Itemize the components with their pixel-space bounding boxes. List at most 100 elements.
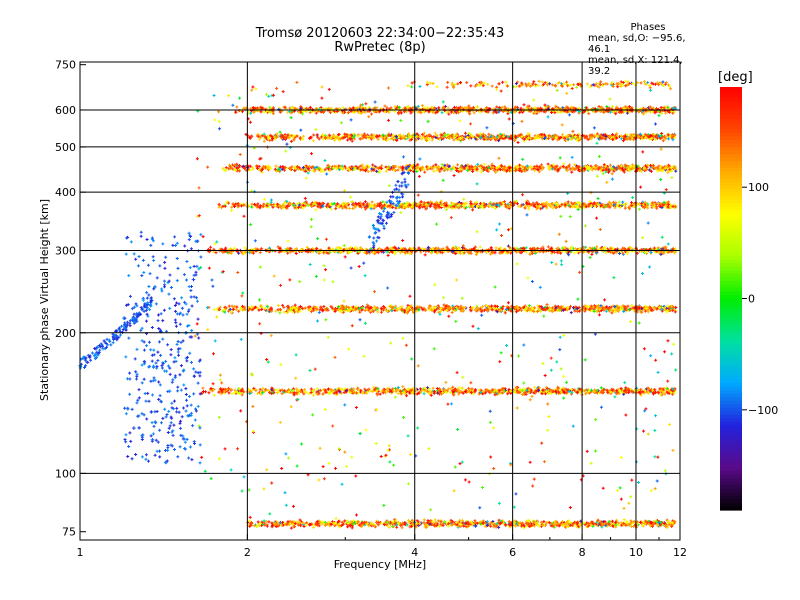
colorbar-band xyxy=(720,164,742,169)
echo-point xyxy=(349,520,353,524)
colorbar-band xyxy=(720,418,742,423)
echo-point xyxy=(329,207,333,211)
echo-point xyxy=(256,520,260,524)
echo-point xyxy=(539,247,543,251)
echo-point xyxy=(304,523,308,527)
echo-point xyxy=(567,519,571,523)
colorbar-band xyxy=(720,323,742,328)
colorbar-band xyxy=(720,115,742,120)
colorbar-band xyxy=(720,460,742,465)
echo-point xyxy=(621,200,625,204)
echo-point xyxy=(532,520,536,524)
colorbar-band xyxy=(720,450,742,455)
colorbar-band xyxy=(720,344,742,349)
echo-point xyxy=(301,521,305,525)
echo-point xyxy=(573,251,577,255)
colorbar-band xyxy=(720,136,742,141)
colorbar-band xyxy=(720,161,742,166)
echo-point xyxy=(387,525,391,529)
colorbar-band xyxy=(720,312,742,317)
echo-point xyxy=(209,245,213,249)
echo-point xyxy=(541,245,545,249)
colorbar-band xyxy=(720,495,742,501)
echo-point xyxy=(401,385,405,389)
colorbar-band xyxy=(720,224,742,229)
colorbar-band xyxy=(720,294,742,300)
echo-point xyxy=(327,520,331,524)
colorbar-band xyxy=(720,125,742,130)
colorbar-band xyxy=(720,351,742,356)
colorbar-band xyxy=(720,210,742,215)
echo-point xyxy=(212,393,216,397)
echo-point xyxy=(433,518,437,522)
echo-point xyxy=(370,200,374,204)
colorbar-band xyxy=(720,238,742,243)
echo-point xyxy=(494,246,498,250)
colorbar-band xyxy=(720,506,742,511)
echo-point xyxy=(261,386,265,390)
echo-point xyxy=(424,308,428,312)
echo-point xyxy=(473,519,477,523)
colorbar-band xyxy=(720,143,742,148)
colorbar-band xyxy=(720,411,742,416)
echo-point xyxy=(350,200,354,204)
echo-point xyxy=(665,526,669,530)
echo-point xyxy=(217,205,221,209)
echo-point xyxy=(248,519,252,523)
echo-point xyxy=(334,207,338,211)
echo-point xyxy=(395,525,399,529)
colorbar-band xyxy=(720,146,742,152)
colorbar-band xyxy=(720,192,742,197)
echo-point xyxy=(428,520,432,524)
colorbar-band xyxy=(720,284,742,289)
echo-point xyxy=(449,391,453,395)
colorbar-band xyxy=(720,228,742,233)
colorbar-band xyxy=(720,280,742,285)
colorbar-band xyxy=(720,217,742,222)
echo-point xyxy=(317,524,321,528)
colorbar-band xyxy=(720,330,742,335)
echo-point xyxy=(569,521,573,525)
colorbar-band xyxy=(720,213,742,219)
colorbar-band xyxy=(720,150,742,155)
echo-point xyxy=(204,390,208,394)
echo-point xyxy=(260,520,264,524)
colorbar-band xyxy=(720,132,742,137)
echo-point xyxy=(617,200,621,204)
echo-point xyxy=(261,522,265,526)
echo-point xyxy=(276,524,280,528)
echo-point xyxy=(274,388,278,392)
colorbar-band xyxy=(720,206,742,211)
colorbar-band xyxy=(720,104,742,109)
echo-point xyxy=(230,392,234,396)
echo-point xyxy=(207,391,211,395)
echo-point xyxy=(478,245,482,249)
colorbar-band xyxy=(720,347,742,352)
colorbar-band xyxy=(720,354,742,360)
colorbar-band xyxy=(720,263,742,268)
echo-point xyxy=(608,163,612,167)
colorbar-band xyxy=(720,474,742,479)
colorbar-band xyxy=(720,386,742,391)
colorbar-band xyxy=(720,249,742,254)
colorbar-band xyxy=(720,464,742,469)
colorbar-band xyxy=(720,414,742,419)
echo-point xyxy=(503,311,507,315)
colorbar-band xyxy=(720,446,742,451)
colorbar-band xyxy=(720,305,742,310)
echo-point xyxy=(321,392,325,396)
echo-point xyxy=(293,522,297,526)
echo-point xyxy=(350,526,354,530)
echo-point xyxy=(423,253,427,257)
echo-point xyxy=(433,524,437,528)
colorbar-band xyxy=(720,178,742,183)
colorbar-tick-label: −100 xyxy=(748,404,778,417)
colorbar-band xyxy=(720,432,742,437)
colorbar-band xyxy=(720,404,742,409)
echo-point xyxy=(476,521,480,525)
colorbar-band xyxy=(720,481,742,486)
colorbar-band xyxy=(720,502,742,508)
colorbar-band xyxy=(720,270,742,275)
echo-point xyxy=(317,310,321,314)
echo-point xyxy=(623,206,627,210)
